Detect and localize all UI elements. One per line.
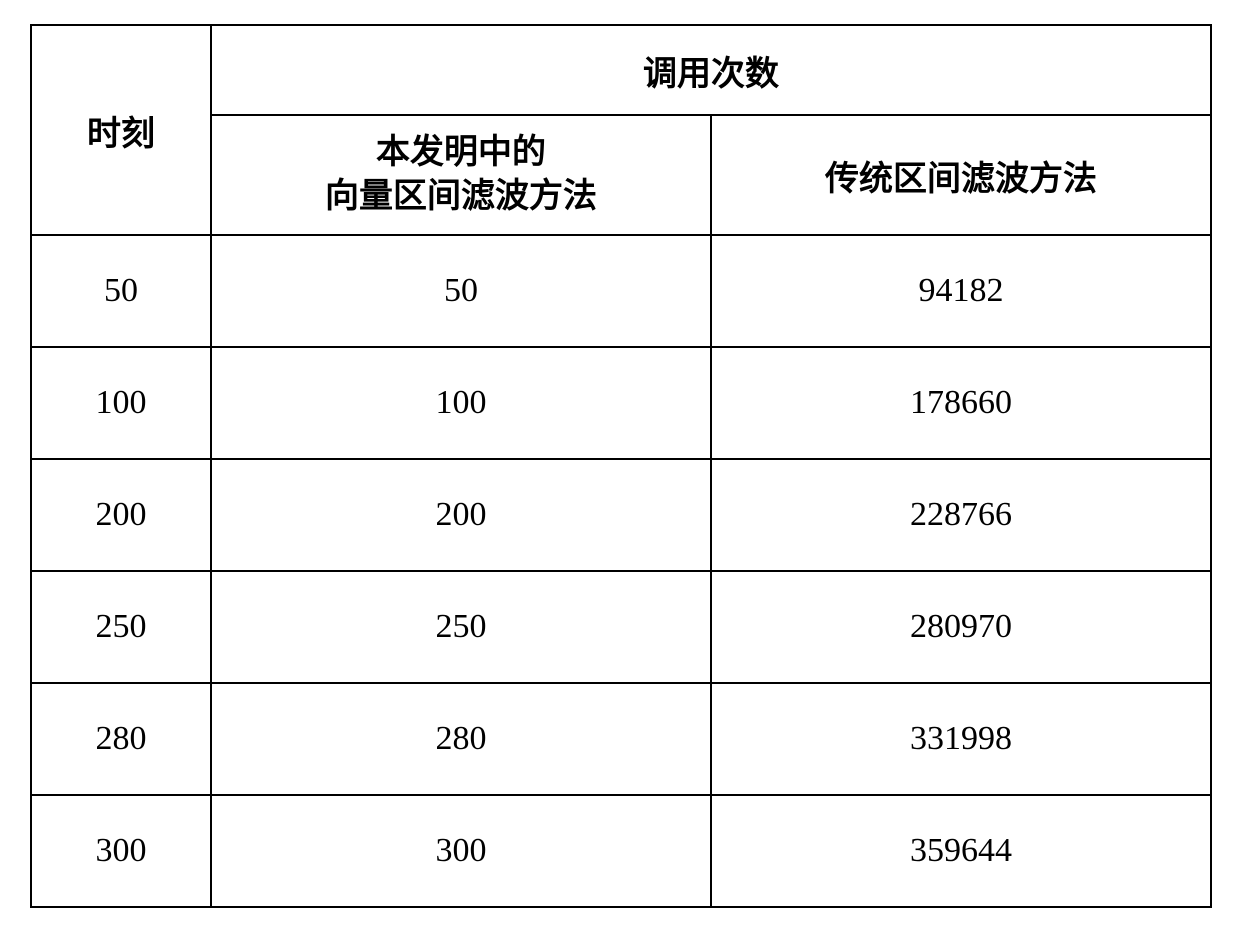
table-row: 280 280 331998	[31, 683, 1211, 795]
table-container: 时刻 调用次数 本发明中的 向量区间滤波方法 传统区间滤波方法 50 50 94…	[0, 0, 1240, 945]
table-row: 200 200 228766	[31, 459, 1211, 571]
cell-time: 280	[31, 683, 211, 795]
cell-time: 200	[31, 459, 211, 571]
table-row: 100 100 178660	[31, 347, 1211, 459]
method1-label-line1: 本发明中的	[212, 131, 710, 175]
cell-method2: 94182	[711, 235, 1211, 347]
col-header-time: 时刻	[31, 25, 211, 235]
cell-method2: 331998	[711, 683, 1211, 795]
cell-method2: 228766	[711, 459, 1211, 571]
cell-method1: 100	[211, 347, 711, 459]
cell-method2: 359644	[711, 795, 1211, 907]
table-row: 50 50 94182	[31, 235, 1211, 347]
cell-time: 250	[31, 571, 211, 683]
cell-method2: 280970	[711, 571, 1211, 683]
table-row: 300 300 359644	[31, 795, 1211, 907]
cell-method1: 250	[211, 571, 711, 683]
col-header-calls: 调用次数	[211, 25, 1211, 115]
col-header-method2: 传统区间滤波方法	[711, 115, 1211, 235]
cell-method1: 200	[211, 459, 711, 571]
table-row: 250 250 280970	[31, 571, 1211, 683]
cell-method1: 300	[211, 795, 711, 907]
cell-method1: 50	[211, 235, 711, 347]
cell-time: 100	[31, 347, 211, 459]
method1-label-line2: 向量区间滤波方法	[212, 175, 710, 219]
cell-time: 300	[31, 795, 211, 907]
cell-time: 50	[31, 235, 211, 347]
cell-method2: 178660	[711, 347, 1211, 459]
comparison-table: 时刻 调用次数 本发明中的 向量区间滤波方法 传统区间滤波方法 50 50 94…	[30, 24, 1212, 908]
col-header-method1: 本发明中的 向量区间滤波方法	[211, 115, 711, 235]
cell-method1: 280	[211, 683, 711, 795]
